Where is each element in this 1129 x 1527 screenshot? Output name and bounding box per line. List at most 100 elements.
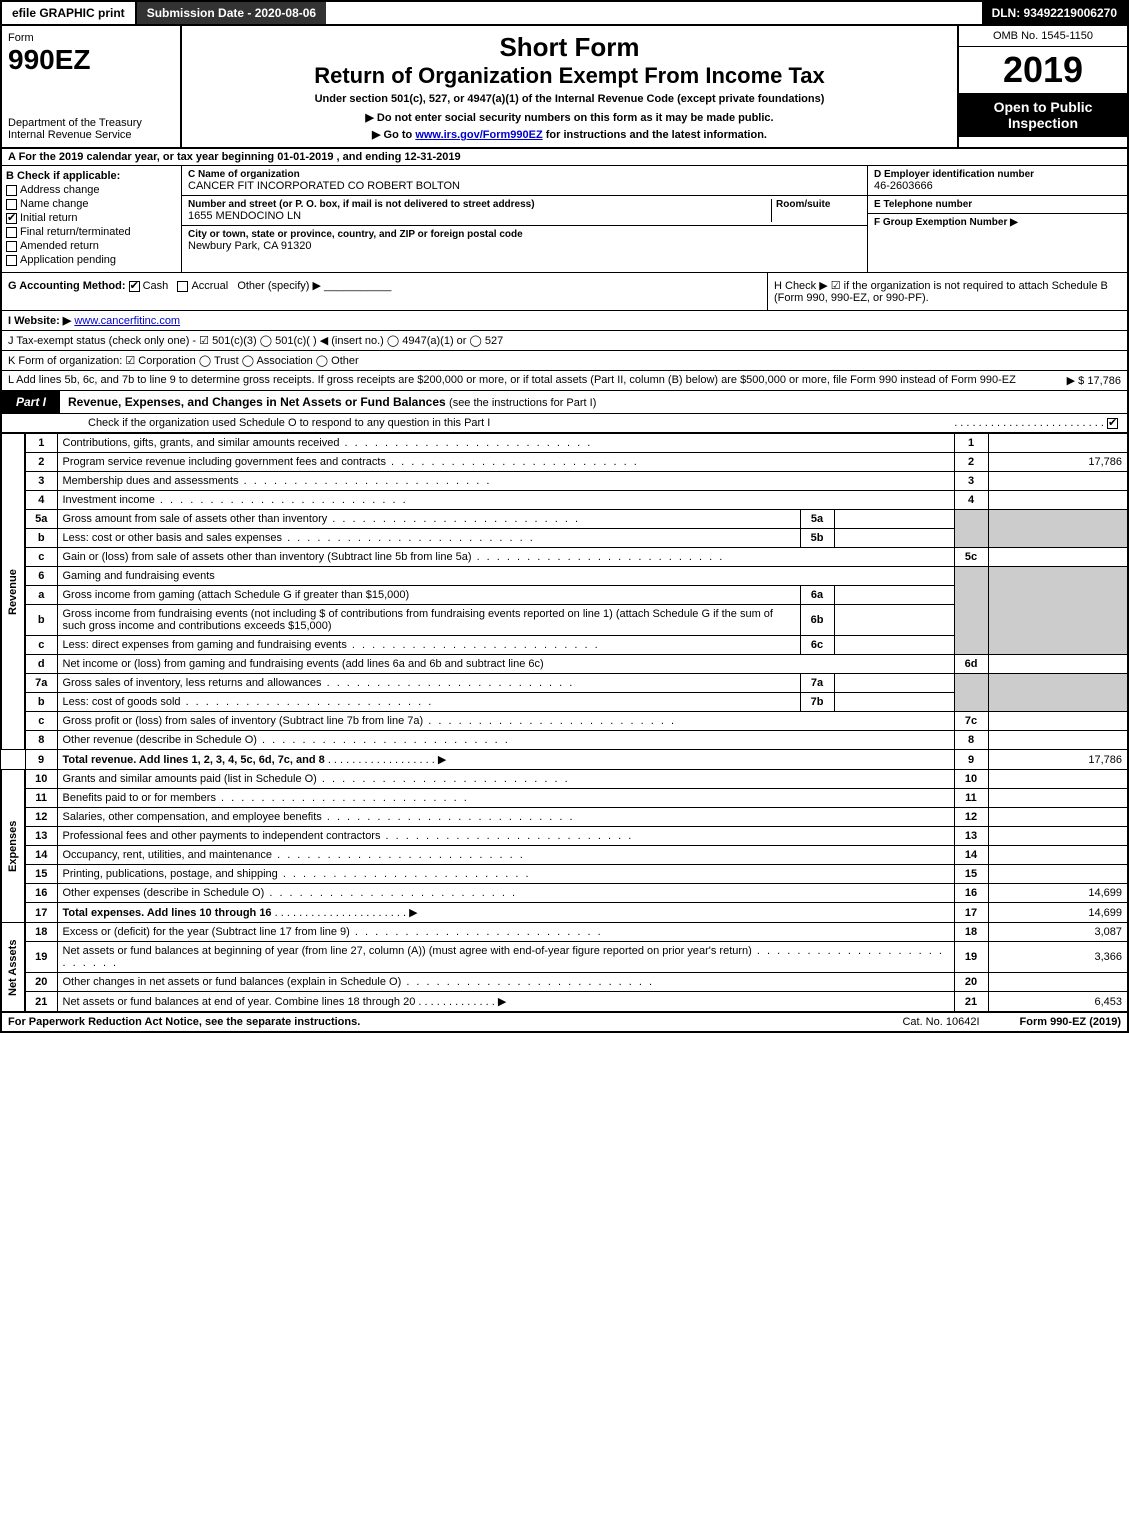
chk-initial-return[interactable]: Initial return bbox=[6, 212, 177, 224]
l9-val: 17,786 bbox=[988, 750, 1128, 770]
l5a-num: 5a bbox=[25, 510, 57, 529]
chk-address-change[interactable]: Address change bbox=[6, 184, 177, 196]
l1-desc: Contributions, gifts, grants, and simila… bbox=[57, 434, 954, 453]
l8-desc: Other revenue (describe in Schedule O) bbox=[57, 731, 954, 750]
l14-val bbox=[988, 846, 1128, 865]
l19-num: 19 bbox=[25, 942, 57, 973]
l9-box: 9 bbox=[954, 750, 988, 770]
form-word: Form bbox=[8, 32, 174, 44]
l7ab-shade bbox=[954, 674, 988, 712]
chk-application-pending[interactable]: Application pending bbox=[6, 254, 177, 266]
l17-num: 17 bbox=[25, 903, 57, 923]
l20-num: 20 bbox=[25, 973, 57, 992]
l6c-num: c bbox=[25, 636, 57, 655]
paperwork-notice: For Paperwork Reduction Act Notice, see … bbox=[8, 1016, 360, 1028]
chk-final-return[interactable]: Final return/terminated bbox=[6, 226, 177, 238]
l1-num: 1 bbox=[25, 434, 57, 453]
l3-val bbox=[988, 472, 1128, 491]
line-7a: 7a Gross sales of inventory, less return… bbox=[1, 674, 1128, 693]
l5c-desc: Gain or (loss) from sale of assets other… bbox=[57, 548, 954, 567]
website-row: I Website: ▶ www.cancerfitinc.com bbox=[0, 311, 1129, 331]
l21-desc: Net assets or fund balances at end of ye… bbox=[57, 992, 954, 1012]
l7b-mini-val bbox=[834, 693, 954, 712]
l4-num: 4 bbox=[25, 491, 57, 510]
dept-treasury: Department of the Treasury bbox=[8, 117, 174, 129]
l5b-mini: 5b bbox=[800, 529, 834, 548]
l7a-num: 7a bbox=[25, 674, 57, 693]
line-17: 17 Total expenses. Add lines 10 through … bbox=[1, 903, 1128, 923]
header-right: OMB No. 1545-1150 2019 Open to Public In… bbox=[957, 26, 1127, 147]
l21-val: 6,453 bbox=[988, 992, 1128, 1012]
l7ab-shade-val bbox=[988, 674, 1128, 712]
l16-desc: Other expenses (describe in Schedule O) bbox=[57, 884, 954, 903]
l9-desc-text: Total revenue. Add lines 1, 2, 3, 4, 5c,… bbox=[63, 754, 325, 766]
chk-final-return-label: Final return/terminated bbox=[20, 226, 131, 238]
line-7c: c Gross profit or (loss) from sales of i… bbox=[1, 712, 1128, 731]
line-13: 13 Professional fees and other payments … bbox=[1, 827, 1128, 846]
l8-num: 8 bbox=[25, 731, 57, 750]
l17-val: 14,699 bbox=[988, 903, 1128, 923]
l13-desc: Professional fees and other payments to … bbox=[57, 827, 954, 846]
l16-val: 14,699 bbox=[988, 884, 1128, 903]
group-row: F Group Exemption Number ▶ bbox=[868, 214, 1127, 231]
l5c-box: 5c bbox=[954, 548, 988, 567]
chk-schedule-o[interactable] bbox=[1107, 418, 1118, 429]
l6-shade bbox=[954, 567, 988, 655]
l6-num: 6 bbox=[25, 567, 57, 586]
website-link[interactable]: www.cancerfitinc.com bbox=[74, 315, 180, 327]
l7a-mini-val bbox=[834, 674, 954, 693]
line-5c: c Gain or (loss) from sale of assets oth… bbox=[1, 548, 1128, 567]
line-3: 3 Membership dues and assessments 3 bbox=[1, 472, 1128, 491]
l3-num: 3 bbox=[25, 472, 57, 491]
city-label: City or town, state or province, country… bbox=[188, 229, 861, 240]
l12-num: 12 bbox=[25, 808, 57, 827]
line-10: Expenses 10 Grants and similar amounts p… bbox=[1, 770, 1128, 789]
city-row: City or town, state or province, country… bbox=[182, 226, 867, 255]
omb-number: OMB No. 1545-1150 bbox=[959, 26, 1127, 47]
ein-row: D Employer identification number 46-2603… bbox=[868, 166, 1127, 196]
chk-cash[interactable] bbox=[129, 281, 140, 292]
l20-desc: Other changes in net assets or fund bala… bbox=[57, 973, 954, 992]
addr-value: 1655 MENDOCINO LN bbox=[188, 210, 771, 222]
chk-accrual[interactable] bbox=[177, 281, 188, 292]
org-name-row: C Name of organization CANCER FIT INCORP… bbox=[182, 166, 867, 196]
l11-desc: Benefits paid to or for members bbox=[57, 789, 954, 808]
l5a-mini-val bbox=[834, 510, 954, 529]
l5ab-shade bbox=[954, 510, 988, 548]
l9-num: 9 bbox=[25, 750, 57, 770]
l6-shade-val bbox=[988, 567, 1128, 655]
chk-amended-return[interactable]: Amended return bbox=[6, 240, 177, 252]
form-subtitle: Under section 501(c), 527, or 4947(a)(1)… bbox=[188, 93, 951, 105]
page-footer: For Paperwork Reduction Act Notice, see … bbox=[0, 1012, 1129, 1033]
l7b-num: b bbox=[25, 693, 57, 712]
irs-link[interactable]: www.irs.gov/Form990EZ bbox=[415, 129, 542, 141]
l5a-mini: 5a bbox=[800, 510, 834, 529]
chk-name-change[interactable]: Name change bbox=[6, 198, 177, 210]
part-i-header: Part I Revenue, Expenses, and Changes in… bbox=[0, 391, 1129, 414]
l15-desc: Printing, publications, postage, and shi… bbox=[57, 865, 954, 884]
l8-box: 8 bbox=[954, 731, 988, 750]
no-ssn-note: ▶ Do not enter social security numbers o… bbox=[188, 111, 951, 124]
l6a-num: a bbox=[25, 586, 57, 605]
row-g-h: G Accounting Method: Cash Accrual Other … bbox=[0, 273, 1129, 311]
l14-box: 14 bbox=[954, 846, 988, 865]
l3-box: 3 bbox=[954, 472, 988, 491]
l4-box: 4 bbox=[954, 491, 988, 510]
l4-val bbox=[988, 491, 1128, 510]
l5b-mini-val bbox=[834, 529, 954, 548]
l6d-desc: Net income or (loss) from gaming and fun… bbox=[57, 655, 954, 674]
tax-exempt-status: J Tax-exempt status (check only one) - ☑… bbox=[0, 331, 1129, 351]
l5c-num: c bbox=[25, 548, 57, 567]
lines-table: Revenue 1 Contributions, gifts, grants, … bbox=[0, 433, 1129, 1012]
efile-print-button[interactable]: efile GRAPHIC print bbox=[2, 2, 137, 24]
chk-initial-return-label: Initial return bbox=[20, 212, 77, 224]
l15-val bbox=[988, 865, 1128, 884]
addr-row: Number and street (or P. O. box, if mail… bbox=[182, 196, 867, 226]
line-2: 2 Program service revenue including gove… bbox=[1, 453, 1128, 472]
g-other: Other (specify) ▶ bbox=[237, 280, 321, 292]
chk-address-change-label: Address change bbox=[20, 184, 100, 196]
l11-num: 11 bbox=[25, 789, 57, 808]
part-i-subtitle: (see the instructions for Part I) bbox=[449, 397, 596, 409]
form-title: Return of Organization Exempt From Incom… bbox=[188, 63, 951, 89]
side-net-assets: Net Assets bbox=[1, 923, 25, 1012]
